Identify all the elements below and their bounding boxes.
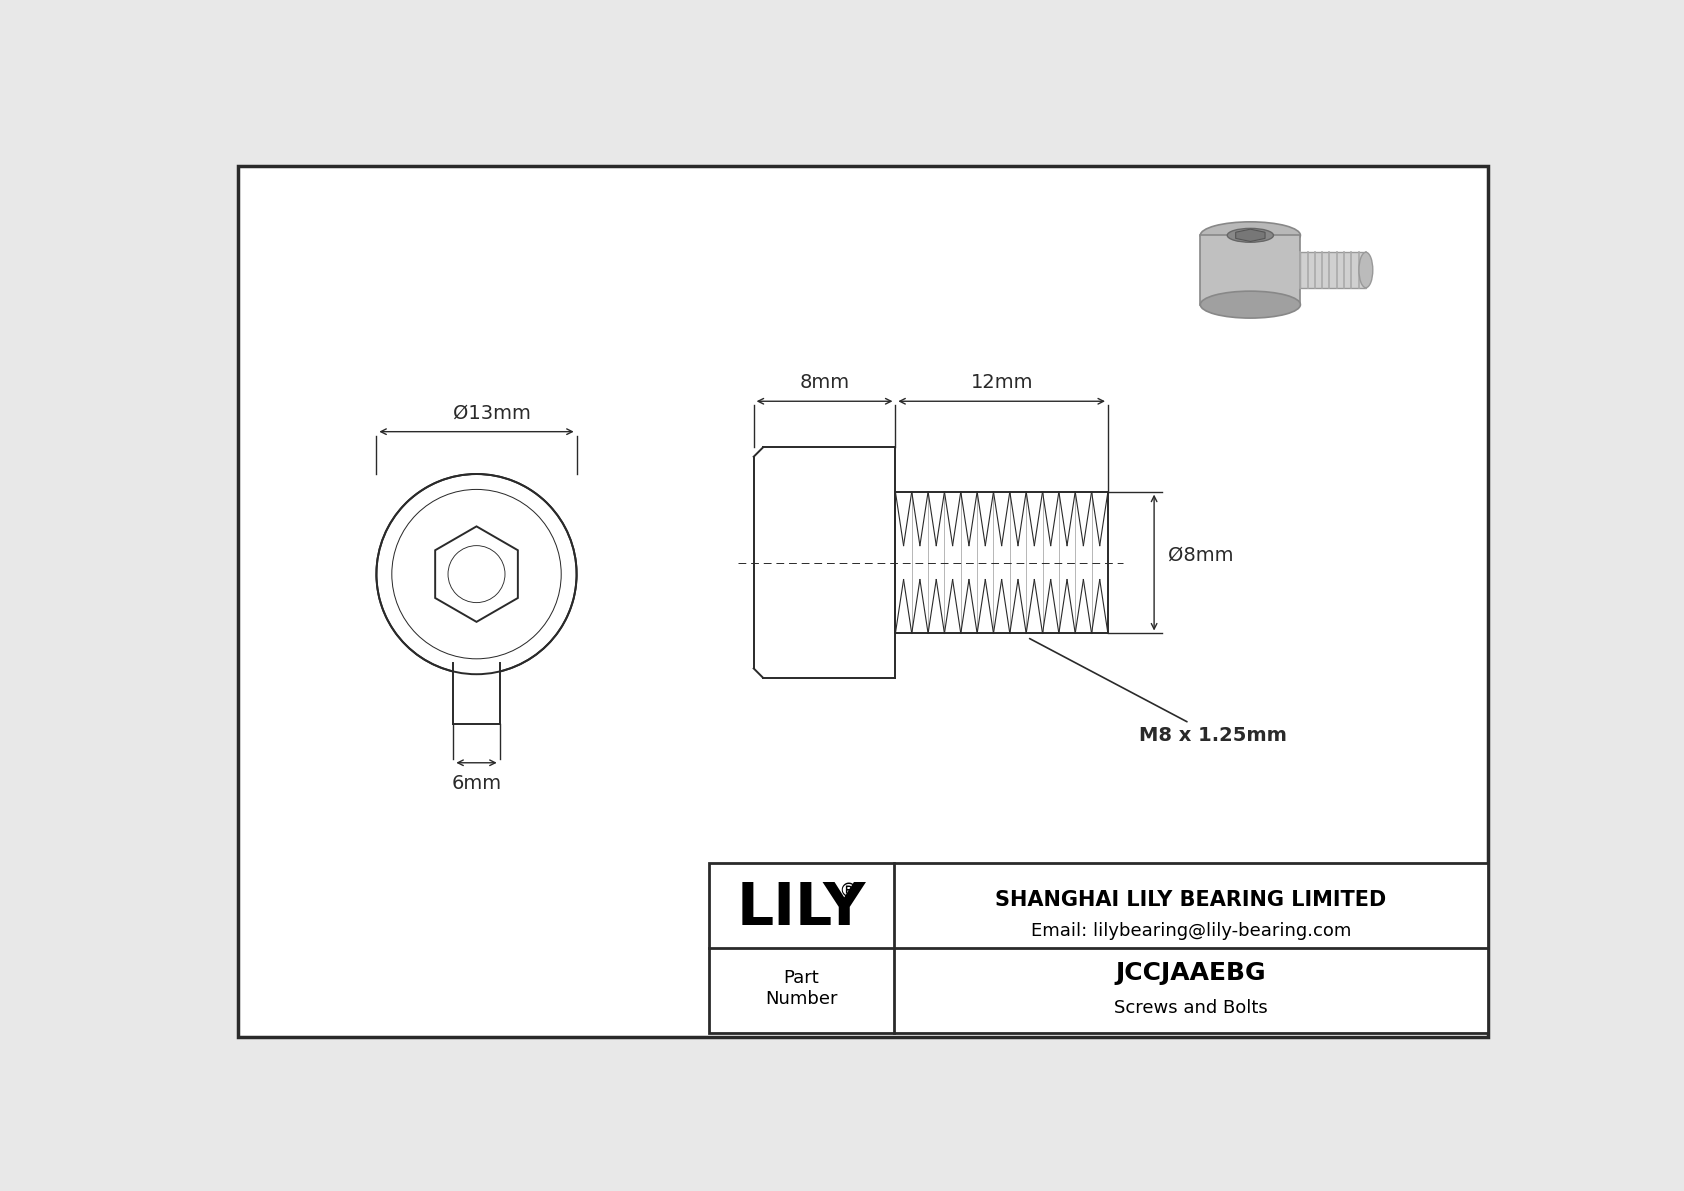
Text: Screws and Bolts: Screws and Bolts bbox=[1115, 998, 1268, 1016]
Ellipse shape bbox=[1359, 252, 1372, 288]
Text: Ø8mm: Ø8mm bbox=[1169, 545, 1233, 565]
Bar bbox=[896, 492, 1108, 634]
Bar bbox=[1300, 252, 1366, 288]
Text: LILY: LILY bbox=[738, 880, 866, 937]
Text: ®: ® bbox=[839, 883, 857, 902]
Polygon shape bbox=[1236, 229, 1265, 242]
Ellipse shape bbox=[1201, 222, 1300, 249]
Bar bbox=[1201, 236, 1300, 305]
Text: Ø13mm: Ø13mm bbox=[453, 404, 530, 423]
Ellipse shape bbox=[1228, 229, 1273, 242]
Ellipse shape bbox=[1201, 291, 1300, 318]
Text: Part
Number: Part Number bbox=[765, 969, 837, 1009]
Text: JCCJAAEBG: JCCJAAEBG bbox=[1116, 961, 1266, 985]
Text: 6mm: 6mm bbox=[451, 774, 502, 793]
Text: Email: lilybearing@lily-bearing.com: Email: lilybearing@lily-bearing.com bbox=[1031, 922, 1351, 940]
Circle shape bbox=[377, 474, 576, 674]
Bar bbox=[754, 448, 896, 678]
Circle shape bbox=[448, 545, 505, 603]
Bar bbox=[453, 659, 500, 728]
Polygon shape bbox=[434, 526, 519, 622]
Text: M8 x 1.25mm: M8 x 1.25mm bbox=[1029, 638, 1287, 744]
Bar bbox=[709, 862, 1489, 1033]
Text: 12mm: 12mm bbox=[970, 373, 1032, 392]
Text: 8mm: 8mm bbox=[800, 373, 850, 392]
Text: SHANGHAI LILY BEARING LIMITED: SHANGHAI LILY BEARING LIMITED bbox=[995, 891, 1386, 910]
